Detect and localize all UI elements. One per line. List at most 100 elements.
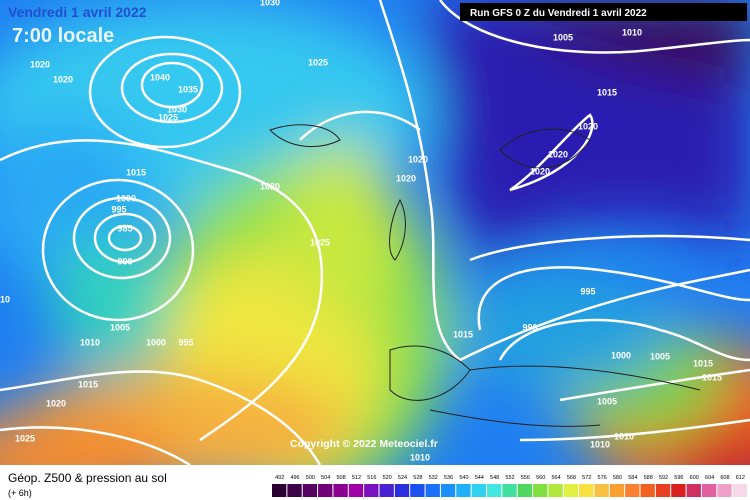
run-box [460, 3, 747, 21]
isobar-label: 1000 [146, 337, 166, 347]
isobar-label: 990 [117, 256, 132, 266]
scale-label: 504 [321, 475, 330, 481]
scale-label: 568 [567, 475, 576, 481]
scale-swatch [533, 484, 548, 497]
isobar-label: 1000 [116, 193, 136, 203]
scale-swatch [440, 484, 456, 497]
scale-label: 596 [674, 475, 683, 481]
isobar-label: 1015 [597, 87, 617, 97]
scale-swatch [364, 484, 379, 497]
isobar-label: 1010 [622, 27, 642, 37]
scale-label: 556 [521, 475, 530, 481]
isobar-label: 1020 [30, 59, 50, 69]
scale-label: 548 [490, 475, 499, 481]
scale-swatch [594, 484, 609, 497]
scale-swatch [425, 484, 440, 497]
scale-swatch [717, 484, 732, 497]
scale-label: 496 [290, 475, 299, 481]
isobar-label: 1005 [553, 32, 573, 42]
scale-swatch [318, 484, 333, 497]
isobar-label: 1030 [167, 104, 187, 114]
scale-label: 592 [659, 475, 668, 481]
scale-label: 580 [613, 475, 622, 481]
isobar-label: 1020 [53, 74, 73, 84]
scale-swatch [471, 484, 486, 497]
scale-label: 540 [459, 475, 468, 481]
scale-swatch [609, 484, 625, 497]
coastlines [269, 124, 701, 427]
isobar-label: 1025 [15, 433, 35, 443]
scale-swatch [686, 484, 701, 497]
isobar-label: 1010 [614, 431, 634, 441]
legend-title: Géop. Z500 & pression au sol [8, 471, 167, 485]
copyright: Copyright © 2022 Meteociel.fr [290, 438, 438, 450]
isobar-label: 1020 [260, 181, 280, 191]
scale-swatch [625, 484, 640, 497]
isobar-label: 990 [522, 322, 537, 332]
isobar-label: 1015 [453, 329, 473, 339]
scale-label: 492 [275, 475, 284, 481]
date: Vendredi 1 avril 2022 [8, 4, 147, 20]
isobar-label: 1025 [158, 112, 178, 122]
isobar-label: 1015 [126, 167, 146, 177]
scale-label: 560 [536, 475, 545, 481]
isobar-label: 1030 [260, 0, 280, 7]
scale-label: 516 [367, 475, 376, 481]
isobar-label: 985 [117, 223, 132, 233]
scale-swatch [655, 484, 671, 497]
isobar-label: 1020 [396, 173, 416, 183]
legend-step: (+ 6h) [8, 488, 32, 498]
isobar-label: 1040 [150, 72, 170, 82]
scale-label: 600 [690, 475, 699, 481]
isobar-label: 1020 [530, 166, 550, 176]
scale-label: 604 [705, 475, 714, 481]
isobar-label: 1035 [178, 84, 198, 94]
isobars [0, 0, 750, 465]
scale-swatch [410, 484, 425, 497]
scale-swatch [732, 484, 747, 497]
scale-swatch [579, 484, 594, 497]
scale-swatch [502, 484, 517, 497]
scale-label: 532 [429, 475, 438, 481]
isobar-label: 1015 [702, 372, 722, 382]
time: 7:00 locale [12, 25, 114, 47]
isobar-label: 1005 [597, 396, 617, 406]
scale-label: 608 [720, 475, 729, 481]
scale-label: 508 [337, 475, 346, 481]
scale-swatch [394, 484, 410, 497]
scale-label: 572 [582, 475, 591, 481]
scale-label: 576 [598, 475, 607, 481]
scale-label: 512 [352, 475, 361, 481]
isobar-label: 1015 [78, 379, 98, 389]
isobar-label: 1000 [611, 350, 631, 360]
scale-label: 524 [398, 475, 407, 481]
scale-swatch [671, 484, 686, 497]
scale-label: 552 [505, 475, 514, 481]
scale-label: 520 [383, 475, 392, 481]
scale-swatch [302, 484, 318, 497]
scale-swatch [548, 484, 563, 497]
isobar-label: 1020 [408, 154, 428, 164]
scale-label: 536 [444, 475, 453, 481]
scale-swatch [348, 484, 364, 497]
scale-swatch [456, 484, 471, 497]
isobar-label: 1005 [110, 322, 130, 332]
isobar-label: 1010 [80, 337, 100, 347]
scale-swatch [640, 484, 655, 497]
scale-label: 564 [551, 475, 560, 481]
scale-swatch [701, 484, 717, 497]
scale-label: 500 [306, 475, 315, 481]
isobar-label: 1020 [548, 149, 568, 159]
isobar-label: 995 [111, 204, 126, 214]
scale-swatch [517, 484, 533, 497]
scale-swatch [379, 484, 394, 497]
scale-label: 612 [736, 475, 745, 481]
isobar-label: 1020 [46, 398, 66, 408]
isobar-label: 1025 [310, 237, 330, 247]
scale-label: 528 [413, 475, 422, 481]
isobar-label: 1010 [410, 452, 430, 462]
isobar-label: 1020 [578, 121, 598, 131]
isobar-label: 1010 [590, 439, 610, 449]
